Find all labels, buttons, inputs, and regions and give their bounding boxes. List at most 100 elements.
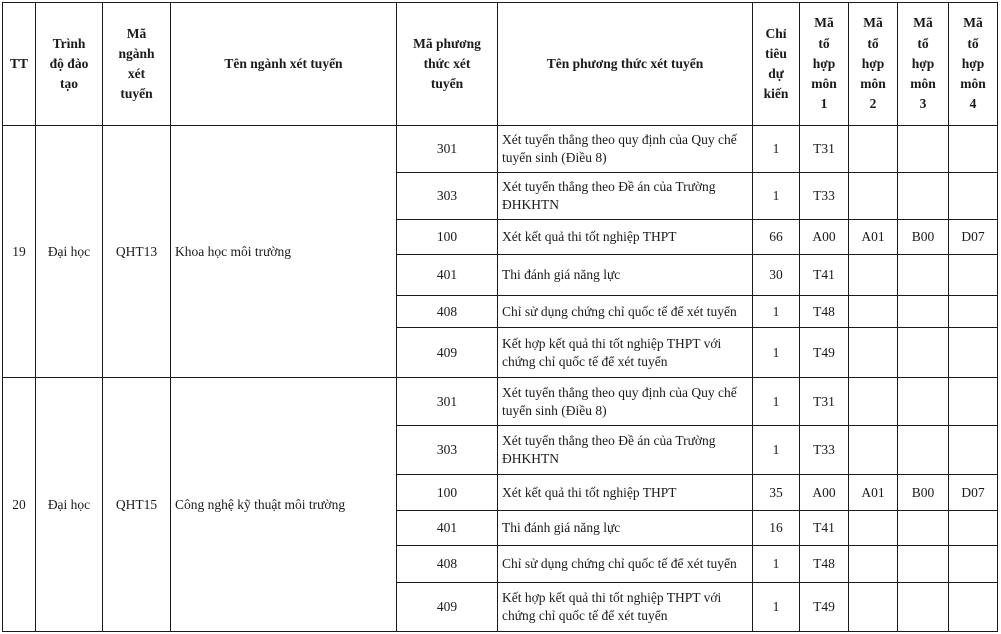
combo2-cell (848, 295, 898, 328)
combo3-cell (897, 377, 949, 426)
quota-cell: 1 (752, 125, 800, 173)
table-row: 100 Xét kết quả thi tốt nghiệp THPT 66 A… (3, 219, 998, 255)
combo1-cell: T33 (799, 172, 849, 220)
method-code-cell: 303 (396, 425, 498, 475)
quota-cell: 1 (752, 295, 800, 328)
method-name-cell: Chỉ sử dụng chứng chỉ quốc tế để xét tuy… (497, 295, 753, 328)
method-code-cell: 301 (396, 125, 498, 173)
table-row: 409 Kết hợp kết quả thi tốt nghiệp THPT … (3, 582, 998, 632)
combo2-cell (848, 172, 898, 220)
major-code-cell: QHT13 (102, 125, 171, 378)
combo1-cell: T48 (799, 295, 849, 328)
method-code-cell: 303 (396, 172, 498, 220)
major-name-cell: Công nghệ kỹ thuật môi trường (170, 377, 397, 632)
combo4-cell: D07 (948, 474, 998, 511)
table-row: 409 Kết hợp kết quả thi tốt nghiệp THPT … (3, 327, 998, 378)
method-code-cell: 100 (396, 474, 498, 511)
combo2-cell: A01 (848, 474, 898, 511)
combo1-cell: T49 (799, 327, 849, 378)
quota-cell: 16 (752, 510, 800, 546)
method-code-cell: 401 (396, 510, 498, 546)
combo3-cell (897, 545, 949, 583)
combo2-cell (848, 545, 898, 583)
method-name-cell: Xét kết quả thi tốt nghiệp THPT (497, 474, 753, 511)
quota-cell: 30 (752, 254, 800, 296)
method-name-cell: Xét tuyển thẳng theo Đề án của Trường ĐH… (497, 425, 753, 475)
header-cell-combo3: Mã tổ hợp môn 3 (897, 2, 949, 126)
combo1-cell: A00 (799, 474, 849, 511)
level-cell: Đại học (35, 125, 103, 378)
method-code-cell: 409 (396, 582, 498, 632)
combo3-cell (897, 582, 949, 632)
method-name-cell: Kết hợp kết quả thi tốt nghiệp THPT với … (497, 582, 753, 632)
quota-cell: 1 (752, 377, 800, 426)
major-code-cell: QHT15 (102, 377, 171, 632)
combo4-cell (948, 545, 998, 583)
combo4-cell: D07 (948, 219, 998, 255)
method-code-cell: 409 (396, 327, 498, 378)
combo4-cell (948, 425, 998, 475)
combo2-cell (848, 254, 898, 296)
combo3-cell (897, 425, 949, 475)
quota-cell: 66 (752, 219, 800, 255)
combo4-cell (948, 125, 998, 173)
header-cell-major-name: Tên ngành xét tuyển (170, 2, 397, 126)
quota-cell: 35 (752, 474, 800, 511)
level-cell: Đại học (35, 377, 103, 632)
table-row: 303 Xét tuyển thẳng theo Đề án của Trườn… (3, 425, 998, 475)
quota-cell: 1 (752, 582, 800, 632)
combo4-cell (948, 582, 998, 632)
combo3-cell: B00 (897, 474, 949, 511)
method-name-cell: Xét tuyển thẳng theo Đề án của Trường ĐH… (497, 172, 753, 220)
combo2-cell (848, 377, 898, 426)
method-code-cell: 100 (396, 219, 498, 255)
method-code-cell: 301 (396, 377, 498, 426)
method-name-cell: Xét tuyển thẳng theo quy định của Quy ch… (497, 125, 753, 173)
quota-cell: 1 (752, 327, 800, 378)
combo3-cell (897, 327, 949, 378)
table-row: 401 Thi đánh giá năng lực 16 T41 (3, 510, 998, 546)
combo4-cell (948, 295, 998, 328)
method-name-cell: Xét tuyển thẳng theo quy định của Quy ch… (497, 377, 753, 426)
combo2-cell (848, 425, 898, 475)
combo1-cell: T41 (799, 254, 849, 296)
method-name-cell: Thi đánh giá năng lực (497, 254, 753, 296)
table-row: 19 Đại học QHT13 Khoa học môi trường 301… (2, 125, 998, 378)
combo4-cell (948, 172, 998, 220)
combo3-cell: B00 (897, 219, 949, 255)
combo2-cell (848, 327, 898, 378)
quota-cell: 1 (752, 425, 800, 475)
tt-cell: 20 (2, 377, 36, 632)
table-row: 401 Thi đánh giá năng lực 30 T41 (3, 254, 998, 296)
major-name-cell: Khoa học môi trường (170, 125, 397, 378)
tt-cell: 19 (2, 125, 36, 378)
header-cell-combo1: Mã tổ hợp môn 1 (799, 2, 849, 126)
header-cell-method-code: Mã phương thức xét tuyển (396, 2, 498, 126)
combo1-cell: T31 (799, 377, 849, 426)
quota-cell: 1 (752, 545, 800, 583)
combo1-cell: T41 (799, 510, 849, 546)
quota-cell: 1 (752, 172, 800, 220)
header-cell-tt: TT (2, 2, 36, 126)
combo3-cell (897, 125, 949, 173)
combo1-cell: T31 (799, 125, 849, 173)
combo2-cell: A01 (848, 219, 898, 255)
combo3-cell (897, 295, 949, 328)
header-cell-major-code: Mã ngành xét tuyển (102, 2, 171, 126)
combo3-cell (897, 510, 949, 546)
combo1-cell: T48 (799, 545, 849, 583)
table-row: 408 Chỉ sử dụng chứng chỉ quốc tế để xét… (3, 545, 998, 583)
header-cell-combo2: Mã tổ hợp môn 2 (848, 2, 898, 126)
combo1-cell: A00 (799, 219, 849, 255)
method-name-cell: Kết hợp kết quả thi tốt nghiệp THPT với … (497, 327, 753, 378)
method-name-cell: Thi đánh giá năng lực (497, 510, 753, 546)
combo4-cell (948, 377, 998, 426)
combo1-cell: T49 (799, 582, 849, 632)
table-row: 303 Xét tuyển thẳng theo Đề án của Trườn… (3, 172, 998, 220)
combo2-cell (848, 125, 898, 173)
combo4-cell (948, 327, 998, 378)
method-name-cell: Chỉ sử dụng chứng chỉ quốc tế để xét tuy… (497, 545, 753, 583)
header-cell-quota: Chỉ tiêu dự kiến (752, 2, 800, 126)
header-cell-level: Trình độ đào tạo (35, 2, 103, 126)
